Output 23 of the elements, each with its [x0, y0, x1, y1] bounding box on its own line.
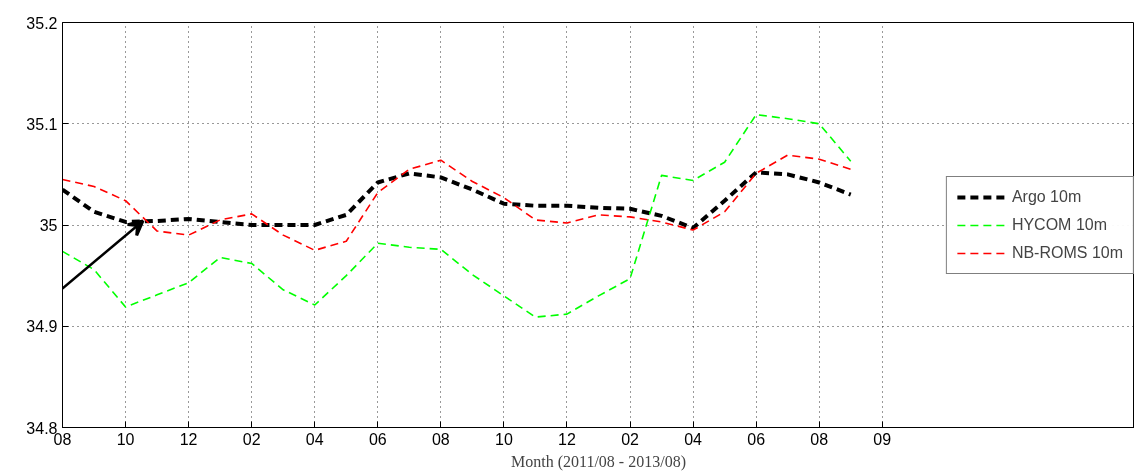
- x-tick-label: 06: [747, 430, 766, 448]
- x-tick-label: 12: [558, 430, 576, 448]
- legend-label: HYCOM 10m: [1011, 215, 1107, 234]
- x-tick-label: 02: [621, 430, 640, 448]
- x-tick-label: 10: [495, 430, 513, 448]
- line-series: [62, 154, 852, 252]
- y-tick-label: 35.1: [26, 115, 58, 133]
- x-tick-label: 10: [116, 430, 135, 448]
- x-axis-title: Month (2011/08 - 2013/08): [511, 452, 686, 471]
- y-tick-label: 34.9: [26, 318, 58, 336]
- legend-label: NB-ROMS 10m: [1011, 243, 1123, 262]
- x-tick-label: 08: [810, 430, 829, 448]
- x-tick-label: 12: [179, 430, 198, 448]
- x-tick-label: 02: [242, 430, 261, 448]
- x-tick-label: 08: [431, 430, 450, 448]
- y-tick-label: 35.2: [26, 14, 58, 32]
- x-tick-label: 04: [684, 430, 703, 448]
- y-tick-label: 35: [39, 217, 58, 234]
- x-tick-label: 06: [368, 430, 387, 448]
- line-series: [62, 113, 852, 318]
- legend-label: Argo 10m: [1011, 187, 1082, 206]
- x-tick-label: 09: [873, 430, 892, 448]
- x-tick-label: 04: [305, 430, 324, 448]
